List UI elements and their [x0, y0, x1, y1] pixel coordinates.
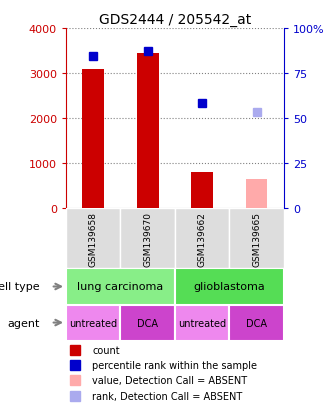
- Text: cell type: cell type: [0, 282, 40, 292]
- Text: untreated: untreated: [69, 318, 117, 328]
- Text: GSM139662: GSM139662: [198, 211, 207, 266]
- Bar: [120, 209, 175, 269]
- Text: percentile rank within the sample: percentile rank within the sample: [92, 360, 257, 370]
- Bar: [191, 173, 213, 209]
- Text: agent: agent: [8, 318, 40, 328]
- Text: untreated: untreated: [178, 318, 226, 328]
- Bar: [120, 305, 175, 341]
- Text: value, Detection Call = ABSENT: value, Detection Call = ABSENT: [92, 375, 247, 385]
- Text: lung carcinoma: lung carcinoma: [77, 282, 164, 292]
- Bar: [66, 209, 120, 269]
- Text: DCA: DCA: [137, 318, 158, 328]
- Text: count: count: [92, 345, 120, 355]
- Text: rank, Detection Call = ABSENT: rank, Detection Call = ABSENT: [92, 391, 243, 401]
- Title: GDS2444 / 205542_at: GDS2444 / 205542_at: [99, 12, 251, 26]
- Bar: [137, 54, 158, 209]
- Bar: [229, 305, 284, 341]
- Bar: [175, 305, 229, 341]
- Text: GSM139665: GSM139665: [252, 211, 261, 266]
- Bar: [82, 69, 104, 209]
- Bar: [246, 180, 267, 209]
- Bar: [175, 209, 229, 269]
- Bar: [175, 269, 284, 305]
- Bar: [66, 269, 175, 305]
- Text: GSM139658: GSM139658: [89, 211, 98, 266]
- Text: glioblastoma: glioblastoma: [193, 282, 265, 292]
- Text: GSM139670: GSM139670: [143, 211, 152, 266]
- Bar: [66, 305, 120, 341]
- Bar: [229, 209, 284, 269]
- Text: DCA: DCA: [246, 318, 267, 328]
